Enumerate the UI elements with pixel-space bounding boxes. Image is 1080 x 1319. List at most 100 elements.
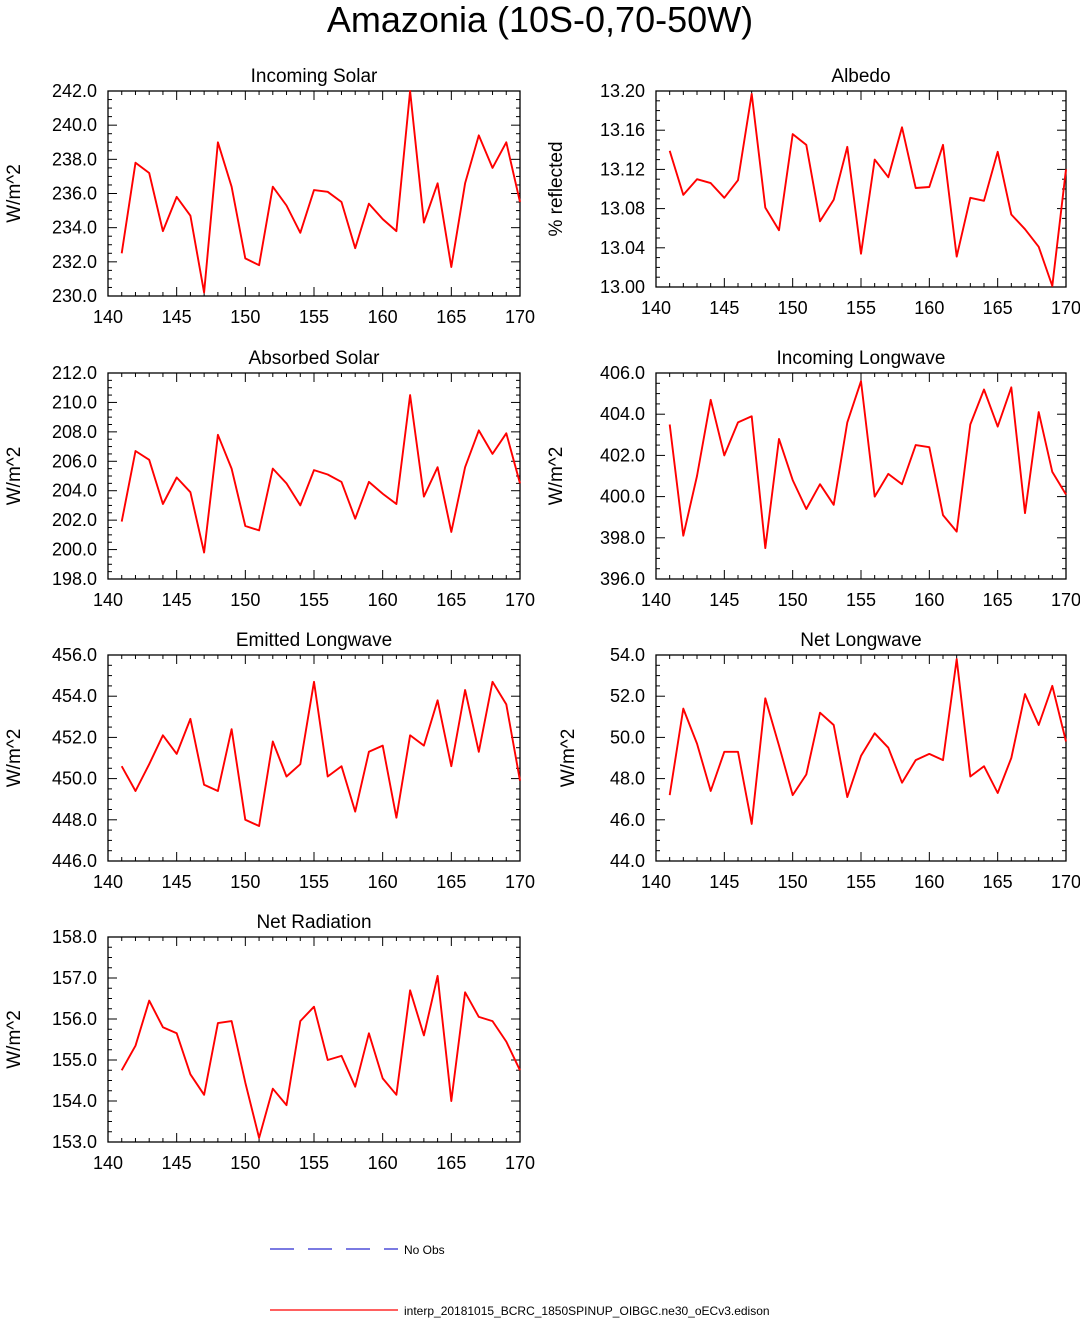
x-tick-label: 145	[162, 1153, 192, 1173]
x-tick-label: 145	[709, 298, 739, 318]
y-tick-label: 398.0	[600, 528, 645, 548]
panel-title-incoming-solar: Incoming Solar	[251, 66, 378, 87]
y-tick-label: 200.0	[52, 540, 97, 560]
x-tick-label: 170	[505, 1153, 535, 1173]
x-tick-label: 165	[983, 590, 1013, 610]
y-tick-label: 156.0	[52, 1009, 97, 1029]
x-tick-label: 160	[368, 590, 398, 610]
y-tick-label: 13.20	[600, 81, 645, 101]
y-tick-label: 452.0	[52, 727, 97, 747]
legend-label-no-obs: No Obs	[404, 1243, 445, 1257]
x-tick-label: 155	[299, 307, 329, 327]
y-tick-label: 450.0	[52, 769, 97, 789]
plot-frame-absorbed-solar	[107, 372, 521, 580]
x-tick-label: 170	[505, 590, 535, 610]
y-tick-label: 206.0	[52, 451, 97, 471]
y-tick-label: 54.0	[610, 645, 645, 665]
x-tick-label: 165	[983, 872, 1013, 892]
panel-title-incoming-longwave: Incoming Longwave	[777, 348, 946, 369]
y-tick-label: 242.0	[52, 81, 97, 101]
panel-title-net-longwave: Net Longwave	[800, 630, 921, 651]
x-tick-label: 160	[368, 872, 398, 892]
y-tick-label: 44.0	[610, 851, 645, 871]
x-tick-label: 145	[162, 307, 192, 327]
series-line-net-longwave	[668, 658, 1067, 825]
y-tick-label: 158.0	[52, 927, 97, 947]
y-tick-label: 157.0	[52, 968, 97, 988]
x-tick-label: 140	[641, 590, 671, 610]
x-tick-label: 170	[1051, 590, 1080, 610]
y-tick-label: 52.0	[610, 686, 645, 706]
panel-title-albedo: Albedo	[831, 66, 890, 87]
y-tick-label: 404.0	[600, 404, 645, 424]
x-tick-label: 165	[436, 307, 466, 327]
legend-label-model: interp_20181015_BCRC_1850SPINUP_OIBGC.ne…	[404, 1304, 770, 1318]
y-tick-label: 154.0	[52, 1091, 97, 1111]
x-tick-label: 145	[162, 590, 192, 610]
x-tick-label: 170	[1051, 872, 1080, 892]
figure-title: Amazonia (10S-0,70-50W)	[326, 0, 754, 40]
x-tick-label: 170	[505, 307, 535, 327]
x-tick-label: 145	[162, 872, 192, 892]
x-tick-label: 150	[230, 872, 260, 892]
y-tick-label: 400.0	[600, 487, 645, 507]
series-line-emitted-longwave	[120, 680, 521, 827]
panel-albedo: Albedo % reflected 140 145 150 155 160 165 170 13…	[546, 66, 1080, 318]
x-tick-label: 155	[846, 872, 876, 892]
y-tick-label: 153.0	[52, 1132, 97, 1152]
x-tick-label: 150	[778, 298, 808, 318]
x-tick-label: 155	[299, 590, 329, 610]
y-tick-label: 230.0	[52, 286, 97, 306]
x-tick-label: 165	[983, 298, 1013, 318]
y-tick-label: 155.0	[52, 1050, 97, 1070]
x-tick-label: 170	[505, 872, 535, 892]
y-tick-label: 204.0	[52, 481, 97, 501]
y-tick-label: 448.0	[52, 810, 97, 830]
y-tick-label: 13.12	[600, 159, 645, 179]
y-axis-label-absorbed-solar: W/m^2	[4, 447, 25, 506]
y-tick-label: 210.0	[52, 392, 97, 412]
panel-title-absorbed-solar: Absorbed Solar	[249, 348, 381, 369]
x-tick-label: 140	[641, 298, 671, 318]
x-tick-label: 140	[641, 872, 671, 892]
legend: No Obs interp_20181015_BCRC_1850SPINUP_O…	[270, 1243, 770, 1318]
x-tick-label: 150	[230, 307, 260, 327]
y-axis-label-emitted-longwave: W/m^2	[4, 729, 25, 788]
x-tick-label: 140	[93, 590, 123, 610]
x-tick-label: 160	[914, 590, 944, 610]
y-tick-label: 212.0	[52, 363, 97, 383]
panel-title-net-radiation: Net Radiation	[256, 912, 371, 933]
y-axis-label-incoming-longwave: W/m^2	[546, 447, 567, 506]
y-axis-label-incoming-solar: W/m^2	[4, 164, 25, 223]
y-tick-label: 456.0	[52, 645, 97, 665]
y-tick-label: 406.0	[600, 363, 645, 383]
y-tick-label: 198.0	[52, 569, 97, 589]
y-tick-label: 454.0	[52, 686, 97, 706]
panel-incoming-solar: Incoming Solar W/m^2 140 145 150 155 160 165 170…	[4, 66, 535, 327]
x-tick-label: 165	[436, 872, 466, 892]
y-tick-label: 232.0	[52, 252, 97, 272]
y-tick-label: 236.0	[52, 184, 97, 204]
series-line-incoming-solar	[120, 90, 521, 294]
y-axis-label-albedo: % reflected	[546, 141, 567, 236]
y-tick-label: 50.0	[610, 727, 645, 747]
x-tick-label: 155	[846, 590, 876, 610]
x-tick-label: 150	[230, 590, 260, 610]
series-line-incoming-longwave	[668, 380, 1067, 550]
y-tick-label: 238.0	[52, 149, 97, 169]
x-tick-label: 155	[299, 1153, 329, 1173]
panel-emitted-longwave: Emitted Longwave W/m^2 140 145 150 155 160 165 1…	[4, 630, 535, 892]
y-tick-label: 402.0	[600, 445, 645, 465]
series-line-net-radiation	[120, 974, 521, 1139]
y-tick-label: 446.0	[52, 851, 97, 871]
x-tick-label: 140	[93, 1153, 123, 1173]
x-tick-label: 160	[914, 872, 944, 892]
x-tick-label: 160	[368, 307, 398, 327]
x-tick-label: 150	[778, 872, 808, 892]
x-tick-label: 160	[914, 298, 944, 318]
y-tick-label: 13.00	[600, 277, 645, 297]
panel-absorbed-solar: Absorbed Solar W/m^2 140 145 150 155 160 165 170…	[4, 348, 535, 610]
x-tick-label: 150	[778, 590, 808, 610]
x-tick-label: 145	[709, 590, 739, 610]
